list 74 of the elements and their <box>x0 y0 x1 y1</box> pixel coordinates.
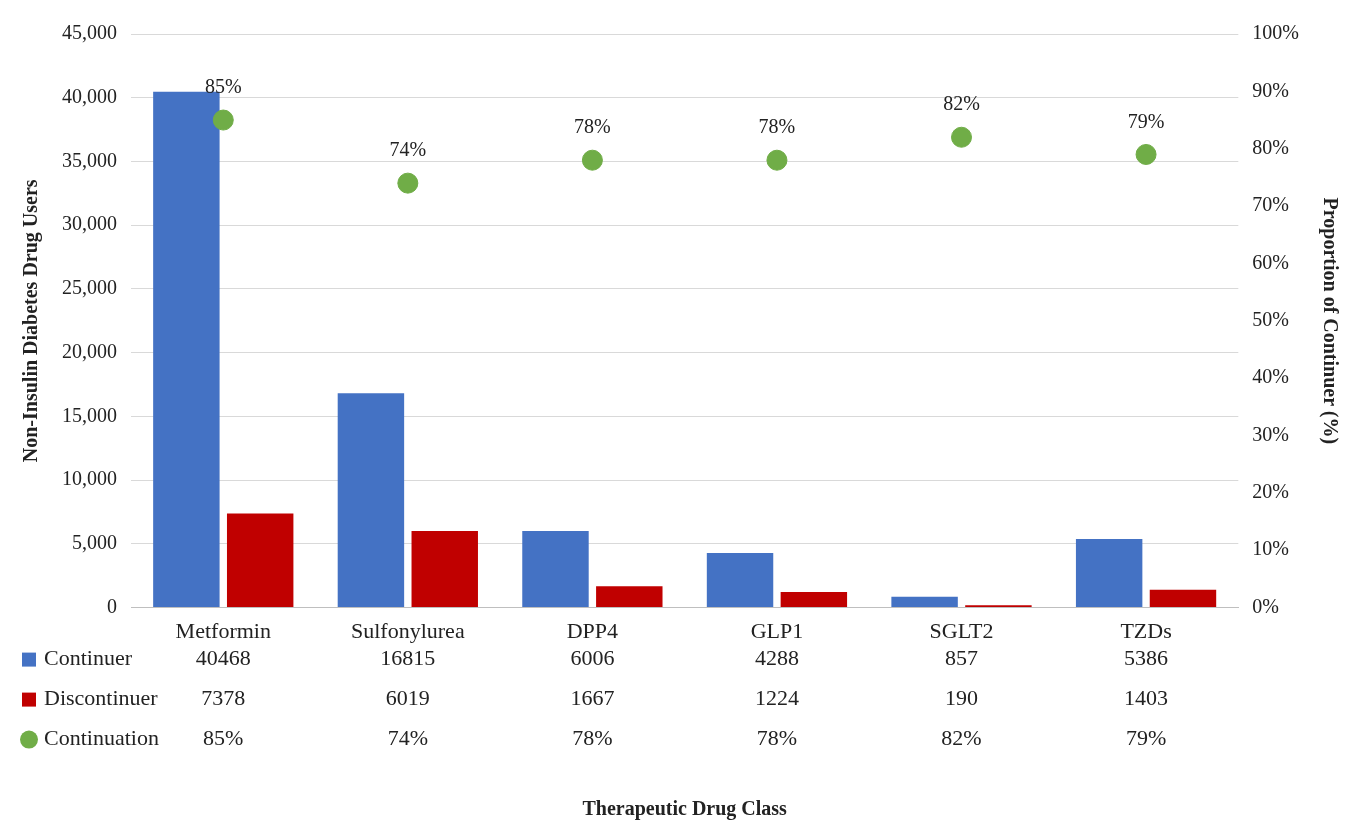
y-tick-label: 30,000 <box>62 212 117 235</box>
bar <box>226 513 294 608</box>
point <box>581 149 603 171</box>
legend-label: Discontinuer <box>44 685 159 711</box>
legend-label: Continuer <box>44 645 133 671</box>
bar <box>337 393 405 608</box>
bar <box>891 596 958 608</box>
text: 74% <box>389 138 427 161</box>
legend-label: Continuation <box>44 725 159 751</box>
y-tick-label: 5,000 <box>72 531 117 554</box>
x-tick-label: Sulfonylurea <box>351 617 465 643</box>
bar <box>1149 589 1217 608</box>
point <box>1135 143 1157 165</box>
y2-tick-label: 30% <box>1252 422 1290 445</box>
text: 82% <box>943 92 980 115</box>
y-tick-label: 10,000 <box>62 467 117 490</box>
data-label: 16815 <box>380 645 436 671</box>
data-label: 79% <box>1125 725 1167 751</box>
x-tick-label: SGLT2 <box>929 617 994 643</box>
y-tick-label: 20,000 <box>62 339 117 362</box>
point <box>397 172 419 194</box>
data-label: 1403 <box>1124 685 1169 711</box>
data-label: 4288 <box>754 645 799 671</box>
x-tick-label: TZDs <box>1120 617 1172 643</box>
data-label: 6019 <box>385 685 430 711</box>
y-tick-label: 35,000 <box>62 148 117 171</box>
y2-tick-label: 10% <box>1252 537 1290 560</box>
text: 78% <box>574 115 611 138</box>
data-label: 857 <box>945 645 978 671</box>
bar <box>596 586 663 608</box>
x-tick-label: GLP1 <box>750 617 804 643</box>
y2-tick-label: 70% <box>1252 193 1290 216</box>
data-label: 190 <box>945 685 978 711</box>
y-tick-label: 15,000 <box>62 403 117 426</box>
data-label: 40468 <box>195 645 251 671</box>
data-label: 6006 <box>570 645 615 671</box>
y2-tick-label: 40% <box>1252 365 1290 388</box>
bar <box>411 530 478 608</box>
bar <box>706 552 774 608</box>
data-label: 74% <box>387 725 428 751</box>
y2-tick-label: 20% <box>1252 480 1290 503</box>
x-tick-label: Metformin <box>175 617 271 643</box>
y-tick-label: 25,000 <box>62 276 117 299</box>
point <box>951 126 973 148</box>
text: 78% <box>758 115 796 138</box>
x-tick-label: DPP4 <box>566 617 619 643</box>
y-axis-title: Non-Insulin Diabetes Drug Users <box>19 179 43 463</box>
text: Therapeutic Drug Class <box>582 796 788 820</box>
y2-tick-label: 80% <box>1252 135 1290 158</box>
bar <box>522 531 589 608</box>
bar <box>153 91 220 608</box>
point <box>212 109 234 131</box>
y2-tick-label: 90% <box>1252 78 1290 101</box>
y2-tick-label: 100% <box>1252 21 1300 44</box>
data-label: 82% <box>941 725 982 751</box>
text: 85% <box>204 75 242 98</box>
data-label: 78% <box>756 725 798 751</box>
y2-axis-title: Proportion of Continuer (%) <box>1318 197 1342 445</box>
y-tick-label: 0 <box>107 594 117 617</box>
y2-tick-label: 60% <box>1252 250 1290 273</box>
y-tick-label: 45,000 <box>62 21 117 44</box>
point <box>766 149 788 171</box>
data-label: 7378 <box>201 685 246 711</box>
text: 79% <box>1127 109 1165 132</box>
bar <box>780 592 848 608</box>
data-label: 1224 <box>754 685 799 711</box>
data-label: 1667 <box>570 685 615 711</box>
y-tick-label: 40,000 <box>62 84 117 107</box>
y2-tick-label: 50% <box>1252 308 1290 331</box>
bar <box>1075 538 1143 608</box>
y2-tick-label: 0% <box>1252 594 1280 617</box>
data-label: 85% <box>203 725 244 751</box>
data-label: 78% <box>572 725 613 751</box>
data-label: 5386 <box>1124 645 1169 671</box>
